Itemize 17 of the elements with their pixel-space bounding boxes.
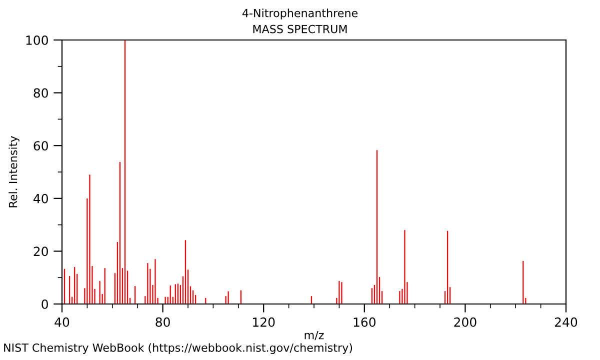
- chart-title: 4-Nitrophenanthrene: [242, 8, 358, 20]
- y-tick-label: 100: [26, 35, 48, 45]
- x-tick-label: 240: [554, 317, 578, 327]
- text: NIST Chemistry WebBook (https://webbook.nist.gov/chemistry): [4, 343, 352, 354]
- x-tick-label: 160: [354, 317, 376, 327]
- x-tick-label: 120: [253, 317, 275, 327]
- y-tick-label: 60: [34, 141, 48, 151]
- chart-subtitle: MASS SPECTRUM: [253, 24, 347, 34]
- y-tick-label: 80: [34, 88, 48, 98]
- x-tick-label: 200: [454, 317, 476, 327]
- y-tick-label: 20: [34, 246, 48, 256]
- x-tick-label: 40: [54, 317, 70, 327]
- x-tick-label: 80: [156, 317, 170, 327]
- x-axis-title: m/z: [304, 331, 324, 340]
- y-axis-title: Rel. Intensity: [8, 136, 20, 208]
- y-tick-label: 40: [34, 194, 48, 204]
- y-tick-label: 0: [42, 299, 48, 309]
